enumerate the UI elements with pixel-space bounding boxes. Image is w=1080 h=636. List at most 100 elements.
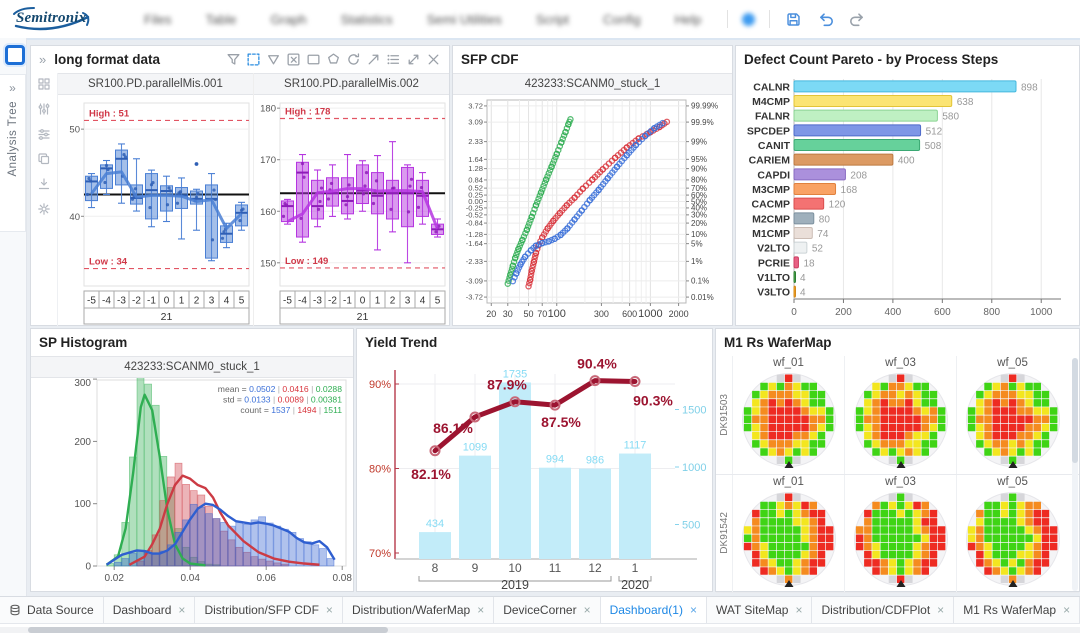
wafer-title: wf_03	[885, 475, 916, 488]
wafer-DK91503-wf_01[interactable]: wf_01	[732, 356, 844, 474]
svg-text:-3: -3	[117, 296, 126, 307]
svg-text:-1: -1	[343, 296, 352, 307]
menu-item-files[interactable]: Files	[144, 11, 172, 27]
svg-text:200: 200	[74, 437, 91, 448]
svg-text:90%: 90%	[691, 164, 707, 173]
tab-dashboard[interactable]: Dashboard ×	[104, 597, 196, 623]
tab-wat-sitemap[interactable]: WAT SiteMap ×	[707, 597, 813, 623]
vsliders-icon[interactable]	[37, 102, 51, 116]
tab-distribution-wafermap[interactable]: Distribution/WaferMap ×	[343, 597, 495, 623]
arrow-icon[interactable]	[366, 52, 381, 67]
svg-text:3.72: 3.72	[468, 102, 483, 111]
tab-distribution-cdfplot[interactable]: Distribution/CDFPlot ×	[812, 597, 955, 623]
wafermap-scrollbar[interactable]	[1072, 358, 1078, 591]
filter-icon[interactable]	[226, 52, 241, 67]
svg-text:0: 0	[360, 296, 366, 307]
menu-item-script[interactable]: Script	[535, 11, 570, 27]
poly-icon[interactable]	[326, 52, 341, 67]
chart-side-toolbar	[31, 73, 58, 326]
redo-icon[interactable]	[848, 10, 866, 28]
tab-close-icon[interactable]: ×	[1063, 603, 1071, 617]
tab-close-icon[interactable]: ×	[583, 603, 591, 617]
menu-item-table[interactable]: Table	[205, 11, 237, 27]
svg-text:1117: 1117	[624, 440, 647, 452]
tab-label: Dashboard	[112, 603, 172, 617]
svg-text:70: 70	[537, 309, 547, 319]
svg-text:500: 500	[682, 520, 700, 532]
wafer-DK91503-wf_05[interactable]: wf_05	[956, 356, 1068, 474]
svg-text:20%: 20%	[691, 219, 707, 228]
notification-dot-icon[interactable]	[742, 12, 756, 26]
svg-text:CAPDI: CAPDI	[757, 169, 790, 181]
grid-icon[interactable]	[37, 77, 51, 91]
menu-item-semi-utilities[interactable]: Semi Utilities	[426, 11, 502, 27]
menu-item-config[interactable]: Config	[603, 11, 641, 27]
download-icon[interactable]	[37, 177, 51, 191]
hsliders-icon[interactable]	[37, 127, 51, 141]
svg-text:80%: 80%	[691, 176, 707, 185]
panel-sfp-cdf: SFP CDF 423233:SCANM0_stuck_1 3.72 99.99%…	[452, 45, 733, 326]
tab-close-icon[interactable]: ×	[937, 603, 945, 617]
histogram-chart[interactable]: 0 100 200 300 0.02 0.04 0.06 0.08 mean = 0.0502 …	[31, 365, 353, 593]
svg-text:0.06: 0.06	[256, 573, 276, 584]
wafer-DK91503-wf_03[interactable]: wf_03	[844, 356, 956, 474]
svg-text:400: 400	[898, 156, 915, 167]
left-sidebar: » Analysis Tree	[0, 38, 27, 596]
close-icon[interactable]	[426, 52, 441, 67]
svg-text:-2: -2	[328, 296, 337, 307]
tab-close-icon[interactable]: ×	[795, 603, 803, 617]
resize-icon[interactable]	[406, 52, 421, 67]
svg-text:2: 2	[390, 296, 396, 307]
pareto-chart[interactable]: 0 200 400 600 800 1000 CALNR 898 M4CMP 638 FALNR 58…	[736, 73, 1079, 325]
scrollbar-thumb[interactable]	[28, 627, 388, 633]
topbar-actions	[727, 10, 866, 28]
analysis-tree-collapsed[interactable]: » Analysis Tree	[0, 74, 26, 232]
save-icon[interactable]	[784, 10, 802, 28]
svg-text:CARIEM: CARIEM	[749, 155, 791, 167]
tab-close-icon[interactable]: ×	[325, 603, 333, 617]
svg-text:3: 3	[405, 296, 411, 307]
svg-text:20: 20	[486, 309, 496, 319]
refresh-icon[interactable]	[346, 52, 361, 67]
menu-item-statistics[interactable]: Statistics	[340, 11, 393, 27]
xbox-icon[interactable]	[286, 52, 301, 67]
tab-close-icon[interactable]: ×	[477, 603, 485, 617]
svg-text:0.1%: 0.1%	[691, 277, 709, 286]
tab-dashboard-1-[interactable]: Dashboard(1) ×	[600, 597, 707, 623]
panel-title: M1 Rs WaferMap	[724, 335, 832, 350]
list-icon[interactable]	[386, 52, 401, 67]
wafer-DK91542-wf_05[interactable]: wf_05	[956, 474, 1068, 592]
dashboard-nav-icon[interactable]	[5, 45, 25, 65]
svg-text:160: 160	[260, 207, 276, 218]
pareto-bar-SPCDEP	[793, 124, 922, 137]
expand-chevron-icon[interactable]: »	[9, 81, 16, 95]
gear-icon[interactable]	[37, 202, 51, 216]
svg-text:0.08: 0.08	[332, 573, 352, 584]
tab-close-icon[interactable]: ×	[689, 603, 697, 617]
tab-m1-rs-wafermap[interactable]: M1 Rs WaferMap ×	[954, 597, 1080, 623]
menu-item-help[interactable]: Help	[674, 11, 702, 27]
tri-icon[interactable]	[266, 52, 281, 67]
copy-icon[interactable]	[37, 152, 51, 166]
svg-text:100: 100	[74, 499, 91, 510]
tab-devicecorner[interactable]: DeviceCorner ×	[494, 597, 601, 623]
menu-item-graph[interactable]: Graph	[270, 11, 307, 27]
rect2-icon[interactable]	[306, 52, 321, 67]
marquee-icon[interactable]	[246, 52, 261, 67]
undo-icon[interactable]	[816, 10, 834, 28]
boxplot-001-chart[interactable]: 40 50 High : 51 Low : 34 -5 -4 -3 -2 -1 0 1 2 3 4 5 21	[58, 95, 253, 327]
legend-row-std: std = 0.0133 | 0.0089 | 0.00381	[223, 395, 342, 405]
collapse-chevron-icon[interactable]: »	[39, 52, 47, 67]
wafer-DK91542-wf_01[interactable]: wf_01	[732, 474, 844, 592]
wafer-DK91542-wf_03[interactable]: wf_03	[844, 474, 956, 592]
svg-text:208: 208	[850, 170, 867, 181]
tab-close-icon[interactable]: ×	[178, 603, 186, 617]
tab-distribution-sfp-cdf[interactable]: Distribution/SFP CDF ×	[195, 597, 343, 623]
cdf-chart[interactable]: 3.72 99.99% 3.09 99.9% 2.33 99% 1.64 95% 1.28 90%…	[453, 95, 732, 327]
yield-bar-10	[499, 382, 531, 559]
svg-text:8: 8	[432, 561, 439, 575]
horizontal-scrollbar[interactable]	[0, 624, 1080, 636]
tab-data-source[interactable]: Data Source	[0, 597, 104, 623]
